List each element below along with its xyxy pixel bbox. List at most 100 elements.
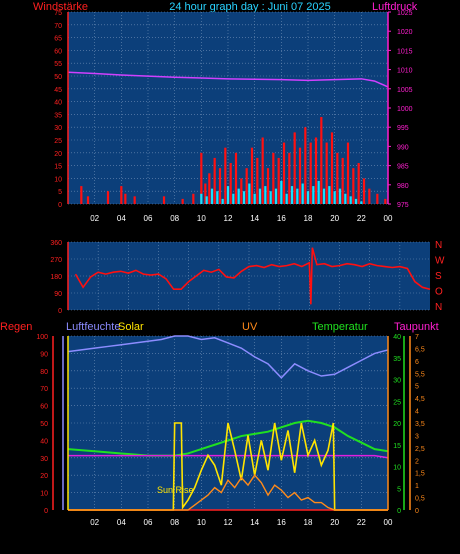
- wind-tick-label: 55: [54, 61, 62, 68]
- x-tick-label: 00: [384, 214, 393, 223]
- uv-tick-label: 6,5: [415, 346, 425, 353]
- compass-label: N: [435, 302, 442, 313]
- x-tick-label: 04: [117, 214, 126, 223]
- chart-title: 24 hour graph day : Juni 07 2025: [169, 1, 330, 13]
- x-tick-label: 08: [170, 518, 179, 527]
- pressure-tick-label: 980: [397, 183, 409, 190]
- wind-tick-label: 5: [58, 189, 62, 196]
- x-tick-label: 06: [144, 518, 153, 527]
- x-tick-label: 08: [170, 214, 179, 223]
- x-tick-label: 10: [197, 518, 206, 527]
- direction-tick-label: 0: [58, 308, 62, 315]
- x-tick-label: 18: [304, 214, 313, 223]
- temperature-tick-label: 20: [393, 421, 401, 428]
- uv-tick-label: 2: [415, 458, 419, 465]
- wind-tick-label: 30: [54, 125, 62, 132]
- x-tick-label: 10: [197, 214, 206, 223]
- x-tick-label: 16: [277, 518, 286, 527]
- left-tick-label: 10: [40, 491, 48, 498]
- pressure-tick-label: 995: [397, 125, 409, 132]
- wind-tick-label: 20: [54, 151, 62, 158]
- direction-tick-label: 270: [50, 257, 62, 264]
- uv-tick-label: 3,5: [415, 421, 425, 428]
- x-tick-label: 22: [357, 518, 366, 527]
- direction-tick-label: 180: [50, 274, 62, 281]
- uv-tick-label: 4,5: [415, 396, 425, 403]
- temperature-tick-label: 30: [393, 378, 401, 385]
- x-tick-label: 12: [224, 518, 233, 527]
- left-tick-label: 60: [40, 404, 48, 411]
- x-tick-label: 20: [330, 214, 339, 223]
- temperature-tick-label: 40: [393, 334, 401, 341]
- temperature-tick-label: 35: [393, 356, 401, 363]
- compass-label: O: [435, 287, 443, 298]
- wind-tick-label: 15: [54, 164, 62, 171]
- uv-tick-label: 0,5: [415, 496, 425, 503]
- pressure-tick-label: 985: [397, 164, 409, 171]
- uv-tick-label: 5,5: [415, 371, 425, 378]
- x-tick-label: 14: [250, 214, 259, 223]
- wind-axis-title: Windstärke: [33, 1, 88, 13]
- uv-label: UV: [242, 321, 258, 333]
- uv-tick-label: 1,5: [415, 471, 425, 478]
- pressure-tick-label: 1005: [397, 87, 413, 94]
- humidity-label: Luftfeuchte: [66, 321, 120, 333]
- wind-tick-label: 65: [54, 36, 62, 43]
- uv-tick-label: 1: [415, 483, 419, 490]
- wind-tick-label: 40: [54, 100, 62, 107]
- x-tick-label: 16: [277, 214, 286, 223]
- wind-tick-label: 35: [54, 112, 62, 119]
- temperature-tick-label: 10: [393, 465, 401, 472]
- uv-line: [68, 474, 388, 511]
- x-tick-label: 14: [250, 518, 259, 527]
- x-tick-label: 04: [117, 518, 126, 527]
- dewpoint-line: [68, 454, 389, 459]
- uv-tick-label: 0: [415, 508, 419, 515]
- x-tick-label: 22: [357, 214, 366, 223]
- left-tick-label: 100: [36, 334, 48, 341]
- left-tick-label: 50: [40, 421, 48, 428]
- x-tick-label: 12: [224, 214, 233, 223]
- solar-label: Solar: [118, 321, 144, 333]
- x-tick-label: 00: [384, 518, 393, 527]
- pressure-tick-label: 1015: [397, 48, 413, 55]
- left-tick-label: 90: [40, 351, 48, 358]
- pressure-tick-label: 1000: [397, 106, 413, 113]
- wind-tick-label: 50: [54, 74, 62, 81]
- pressure-tick-label: 975: [397, 202, 409, 209]
- compass-label: W: [435, 256, 445, 267]
- uv-tick-label: 6: [415, 359, 419, 366]
- wind-tick-label: 25: [54, 138, 62, 145]
- uv-tick-label: 2,5: [415, 446, 425, 453]
- sun-rise-annotation: Sun Rise: [157, 485, 194, 495]
- left-tick-label: 80: [40, 369, 48, 376]
- left-tick-label: 20: [40, 473, 48, 480]
- pressure-line: [67, 71, 389, 88]
- uv-tick-label: 7: [415, 334, 419, 341]
- solar-line: [68, 422, 388, 511]
- pressure-axis-title: Luftdruck: [372, 1, 418, 13]
- left-tick-label: 40: [40, 438, 48, 445]
- uv-tick-label: 3: [415, 433, 419, 440]
- pressure-tick-label: 990: [397, 144, 409, 151]
- left-tick-label: 30: [40, 456, 48, 463]
- wind-tick-label: 60: [54, 48, 62, 55]
- humidity-line: [67, 335, 389, 379]
- direction-tick-label: 360: [50, 240, 62, 247]
- uv-tick-label: 5: [415, 384, 419, 391]
- uv-tick-label: 4: [415, 409, 419, 416]
- wind-direction-line: [74, 247, 431, 305]
- compass-label: S: [435, 271, 442, 282]
- direction-tick-label: 90: [54, 291, 62, 298]
- x-tick-label: 02: [90, 518, 99, 527]
- x-tick-label: 18: [304, 518, 313, 527]
- pressure-tick-label: 1010: [397, 68, 413, 75]
- pressure-tick-label: 1020: [397, 29, 413, 36]
- temperature-tick-label: 25: [393, 399, 401, 406]
- x-tick-label: 06: [144, 214, 153, 223]
- left-tick-label: 0: [44, 508, 48, 515]
- left-tick-label: 70: [40, 386, 48, 393]
- wind-tick-label: 10: [54, 176, 62, 183]
- temperature-tick-label: 5: [397, 486, 401, 493]
- x-tick-label: 20: [330, 518, 339, 527]
